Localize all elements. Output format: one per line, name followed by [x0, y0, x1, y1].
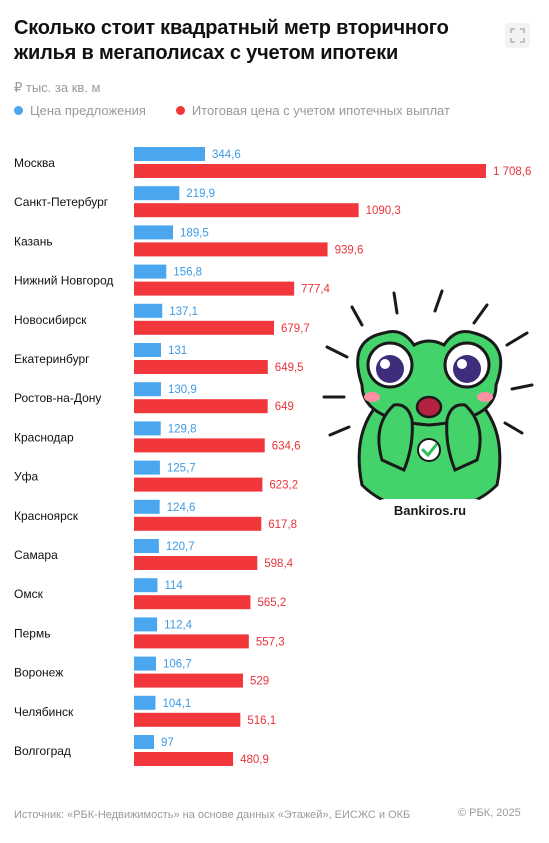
value-label-total: 777,4	[301, 284, 330, 296]
bar-total-price	[134, 360, 268, 374]
value-label-offer: 344,6	[212, 149, 241, 161]
city-label: Самара	[14, 548, 58, 562]
city-label: Пермь	[14, 626, 50, 640]
value-label-total: 617,8	[268, 519, 297, 531]
value-label-offer: 97	[161, 737, 174, 749]
value-label-offer: 156,8	[173, 267, 202, 279]
value-label-total: 565,2	[257, 597, 286, 609]
bar-offer-price	[134, 656, 156, 671]
watermark-text: Bankiros.ru	[394, 503, 466, 518]
value-label-offer: 130,9	[168, 384, 197, 396]
bar-offer-price	[134, 499, 160, 514]
legend-dot-blue	[14, 106, 23, 115]
city-label: Москва	[14, 156, 55, 170]
bar-offer-price	[134, 382, 161, 397]
value-label-total: 623,2	[269, 480, 298, 492]
bar-total-price	[134, 320, 275, 335]
value-label-offer: 131	[168, 345, 187, 357]
bar-chart: Москва 344,6 1 708,6 Санкт-Петербург 219,9 10…	[14, 147, 531, 766]
value-label-offer: 189,5	[180, 227, 209, 239]
value-label-total: 529	[250, 676, 269, 688]
city-label: Уфа	[14, 470, 38, 484]
value-label-offer: 114	[164, 580, 183, 592]
value-label-offer: 106,7	[163, 659, 192, 671]
bar-total-price	[134, 203, 359, 218]
value-label-offer: 120,7	[166, 541, 195, 553]
value-label-offer: 219,9	[186, 188, 215, 200]
bar-total-price	[134, 516, 262, 531]
bar-total-price	[134, 438, 265, 453]
bar-total-price	[134, 673, 243, 688]
bar-total-price	[134, 281, 295, 296]
value-label-total: 649,5	[275, 362, 304, 374]
bar-offer-price	[134, 147, 205, 161]
city-label: Красноярск	[14, 509, 79, 523]
bar-total-price	[134, 164, 486, 178]
city-label: Нижний Новгород	[14, 274, 113, 288]
value-label-offer: 137,1	[169, 306, 198, 318]
bar-offer-price	[134, 343, 161, 357]
value-label-offer: 125,7	[167, 463, 196, 475]
city-label: Омск	[14, 587, 44, 601]
city-label: Казань	[14, 234, 53, 248]
value-label-total: 939,6	[335, 244, 364, 256]
city-label: Ростов-на-Дону	[14, 391, 101, 405]
city-label: Санкт-Петербург	[14, 195, 109, 209]
bar-offer-price	[134, 225, 174, 240]
bar-offer-price	[134, 303, 163, 318]
value-label-offer: 112,4	[164, 619, 193, 631]
value-label-total: 1 708,6	[493, 166, 531, 178]
value-label-total: 679,7	[281, 323, 310, 335]
legend-label-offer: Цена предложения	[30, 103, 146, 118]
value-label-total: 1090,3	[366, 205, 401, 217]
unit-label: ₽ тыс. за кв. м	[14, 80, 101, 95]
bar-offer-price	[134, 695, 156, 710]
bar-total-price	[134, 634, 249, 649]
value-label-total: 649	[275, 401, 294, 413]
bar-total-price	[134, 595, 251, 610]
city-label: Екатеринбург	[14, 352, 90, 366]
bar-total-price	[134, 399, 268, 414]
footer-source: Источник: «РБК-Недвижимость» на основе д…	[14, 809, 411, 821]
bar-offer-price	[134, 460, 160, 475]
expand-icon[interactable]	[505, 23, 530, 48]
bar-offer-price	[134, 421, 161, 436]
bar-total-price	[134, 752, 234, 766]
legend-item-total: Итоговая цена с учетом ипотечных выплат	[175, 103, 450, 118]
footer-copyright: © РБК, 2025	[458, 807, 521, 819]
chart-title: Сколько стоит квадратный метр вторичного…	[14, 17, 449, 64]
bar-total-price	[134, 712, 241, 727]
bar-offer-price	[134, 539, 159, 553]
value-label-offer: 124,6	[167, 502, 196, 514]
value-label-offer: 104,1	[162, 698, 191, 710]
value-label-total: 516,1	[247, 715, 276, 727]
legend-item-offer: Цена предложения	[14, 103, 146, 118]
bar-offer-price	[134, 617, 158, 632]
bar-offer-price	[134, 186, 180, 201]
city-label: Новосибирск	[14, 313, 87, 327]
bar-offer-price	[134, 578, 158, 593]
legend: Цена предложения Итоговая цена с учетом …	[14, 103, 450, 118]
value-label-total: 598,4	[264, 558, 293, 570]
bar-total-price	[134, 242, 328, 257]
city-label: Воронеж	[14, 666, 63, 680]
value-label-total: 557,3	[256, 636, 285, 648]
value-label-total: 634,6	[272, 440, 301, 452]
city-label: Краснодар	[14, 430, 74, 444]
value-label-total: 480,9	[240, 754, 269, 766]
bar-offer-price	[134, 264, 167, 279]
value-label-offer: 129,8	[168, 423, 197, 435]
bar-total-price	[134, 556, 258, 570]
city-label: Челябинск	[14, 705, 74, 719]
city-label: Волгоград	[14, 744, 71, 758]
bar-offer-price	[134, 735, 154, 749]
legend-dot-red	[175, 106, 185, 115]
bar-total-price	[134, 477, 263, 492]
mascot-watermark: Bankiros.ru	[322, 285, 537, 525]
legend-label-total: Итоговая цена с учетом ипотечных выплат	[191, 103, 450, 118]
